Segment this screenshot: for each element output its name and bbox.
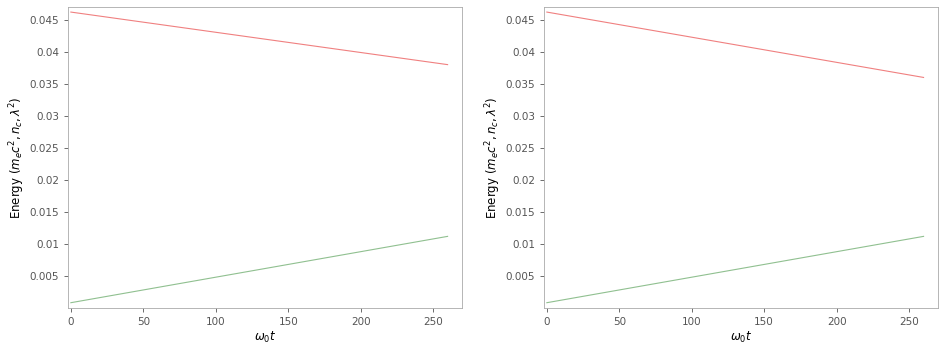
Y-axis label: Energy $(m_e c^2, n_c, \lambda^2)$: Energy $(m_e c^2, n_c, \lambda^2)$ — [7, 96, 26, 219]
Y-axis label: Energy $(m_e c^2, n_c, \lambda^2)$: Energy $(m_e c^2, n_c, \lambda^2)$ — [482, 96, 502, 219]
X-axis label: $\omega_0 t$: $\omega_0 t$ — [254, 330, 276, 345]
X-axis label: $\omega_0 t$: $\omega_0 t$ — [729, 330, 751, 345]
